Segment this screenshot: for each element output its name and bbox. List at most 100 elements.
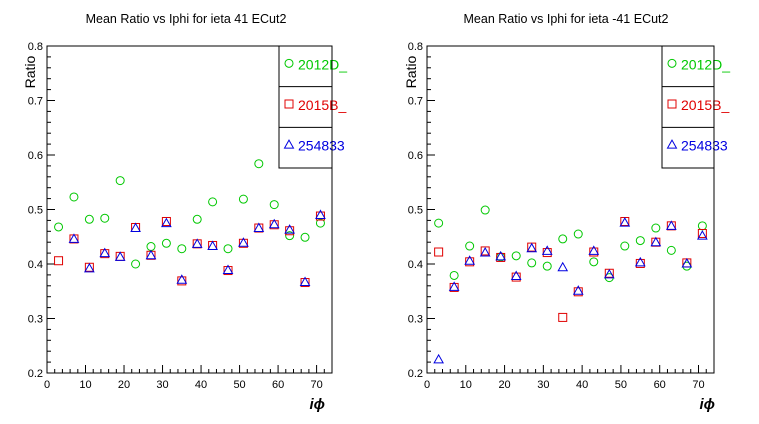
x-tick-label: 40 [576, 379, 588, 391]
data-point [496, 252, 506, 262]
y-tick-label: 0.7 [28, 96, 43, 108]
y-tick-label: 0.8 [408, 41, 423, 53]
right-x-axis-label: iϕ [699, 396, 715, 413]
y-tick-label: 0.2 [28, 368, 43, 380]
data-point [285, 231, 295, 241]
data-point [100, 213, 110, 223]
data-point [146, 242, 156, 252]
data-point [285, 226, 295, 236]
data-point [115, 176, 125, 186]
data-point [207, 240, 218, 251]
x-tick-label: 0 [44, 379, 50, 391]
data-point [558, 234, 568, 244]
data-point [697, 228, 707, 238]
data-point [558, 312, 568, 322]
y-tick-label: 0.4 [408, 259, 423, 271]
y-tick-label: 0.4 [28, 259, 43, 271]
data-point [433, 353, 444, 364]
y-tick-label: 0.3 [408, 314, 423, 326]
data-point [572, 285, 584, 295]
y-tick-label: 0.5 [408, 205, 423, 217]
data-point [222, 264, 234, 274]
data-point [300, 232, 310, 242]
x-tick-label: 50 [233, 379, 245, 391]
data-point [161, 216, 171, 226]
legend-marker [284, 99, 294, 109]
data-point [315, 211, 325, 221]
data-point [177, 276, 187, 286]
data-point [223, 244, 233, 254]
data-point [697, 221, 707, 231]
legend-marker [667, 99, 677, 109]
data-point [115, 251, 125, 261]
data-point [603, 268, 615, 279]
data-point [666, 245, 676, 255]
data-point [465, 241, 475, 251]
data-point [465, 257, 475, 267]
x-tick-label: 70 [310, 379, 322, 391]
data-point [448, 281, 460, 291]
data-point [573, 229, 583, 239]
legend-label: 2015B_ [298, 97, 346, 113]
data-point [68, 233, 80, 243]
x-tick-label: 60 [654, 379, 666, 391]
y-tick-label: 0.6 [28, 150, 43, 162]
x-tick-label: 30 [156, 379, 168, 391]
y-tick-label: 0.7 [408, 96, 423, 108]
data-point [161, 238, 171, 248]
data-point [510, 270, 522, 280]
data-point [665, 220, 677, 230]
data-point [589, 257, 599, 267]
data-point [619, 217, 631, 227]
data-point [99, 247, 111, 258]
x-tick-label: 10 [79, 379, 91, 391]
data-point [192, 214, 202, 224]
data-point [238, 194, 248, 204]
data-point [54, 222, 64, 232]
data-point [542, 248, 552, 258]
data-point [650, 236, 662, 247]
series-2012d [434, 205, 707, 283]
data-point [145, 249, 157, 260]
data-point [697, 230, 708, 240]
y-tick-label: 0.5 [28, 205, 43, 217]
left-plot-frame [46, 45, 333, 374]
series-2012d [54, 159, 325, 269]
data-point [100, 249, 110, 259]
x-tick-label: 50 [615, 379, 627, 391]
data-point [238, 238, 248, 248]
data-point [131, 259, 141, 269]
data-point [69, 192, 79, 202]
data-point [269, 220, 279, 230]
data-point [634, 256, 646, 267]
data-point [269, 200, 279, 210]
data-point [161, 217, 172, 228]
data-point [191, 238, 203, 248]
data-point [511, 272, 521, 282]
data-point [315, 218, 325, 228]
y-tick-label: 0.6 [408, 150, 423, 162]
data-point [238, 237, 249, 247]
data-point [541, 245, 553, 255]
data-point [635, 258, 645, 268]
data-point [449, 282, 459, 292]
right-chart-panel: Mean Ratio vs Iphi for ieta -41 ECut2 Ra… [403, 12, 730, 413]
left-x-axis-label: iϕ [309, 396, 325, 413]
data-point [300, 278, 310, 288]
data-point [253, 222, 265, 233]
x-tick-label: 20 [498, 379, 510, 391]
x-tick-label: 20 [118, 379, 130, 391]
legend-marker [283, 139, 295, 149]
data-point [315, 209, 326, 219]
data-point [464, 255, 476, 265]
left-legend: 2012D_ 2015B_ 254833 [278, 45, 347, 169]
data-point [84, 214, 94, 224]
data-point [284, 224, 295, 234]
data-point [526, 242, 538, 253]
legend-label: 2012D_ [298, 56, 347, 72]
y-tick-label: 0.3 [28, 314, 43, 326]
legend-label: 2015B_ [681, 97, 729, 113]
data-point [131, 222, 141, 232]
